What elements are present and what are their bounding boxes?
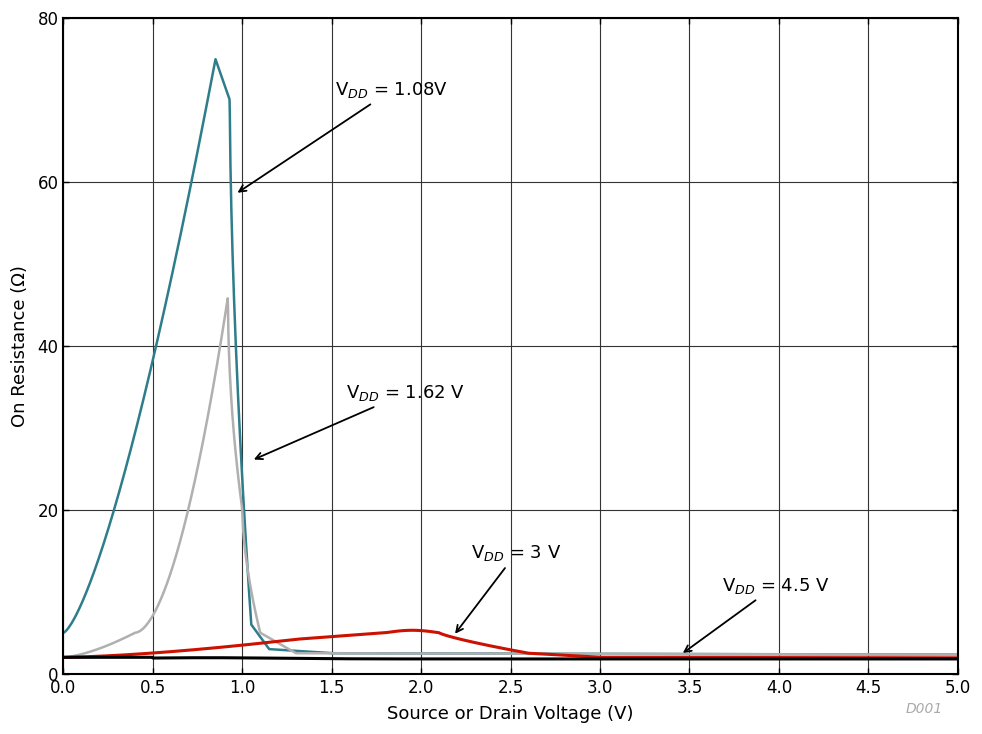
Text: V$_{DD}$ = 4.5 V: V$_{DD}$ = 4.5 V	[684, 576, 829, 652]
Text: V$_{DD}$ = 3 V: V$_{DD}$ = 3 V	[457, 543, 562, 632]
Text: V$_{DD}$ = 1.08V: V$_{DD}$ = 1.08V	[240, 80, 449, 192]
Text: D001: D001	[905, 702, 943, 716]
Y-axis label: On Resistance (Ω): On Resistance (Ω)	[11, 265, 29, 427]
Text: V$_{DD}$ = 1.62 V: V$_{DD}$ = 1.62 V	[255, 383, 464, 459]
X-axis label: Source or Drain Voltage (V): Source or Drain Voltage (V)	[387, 705, 633, 723]
